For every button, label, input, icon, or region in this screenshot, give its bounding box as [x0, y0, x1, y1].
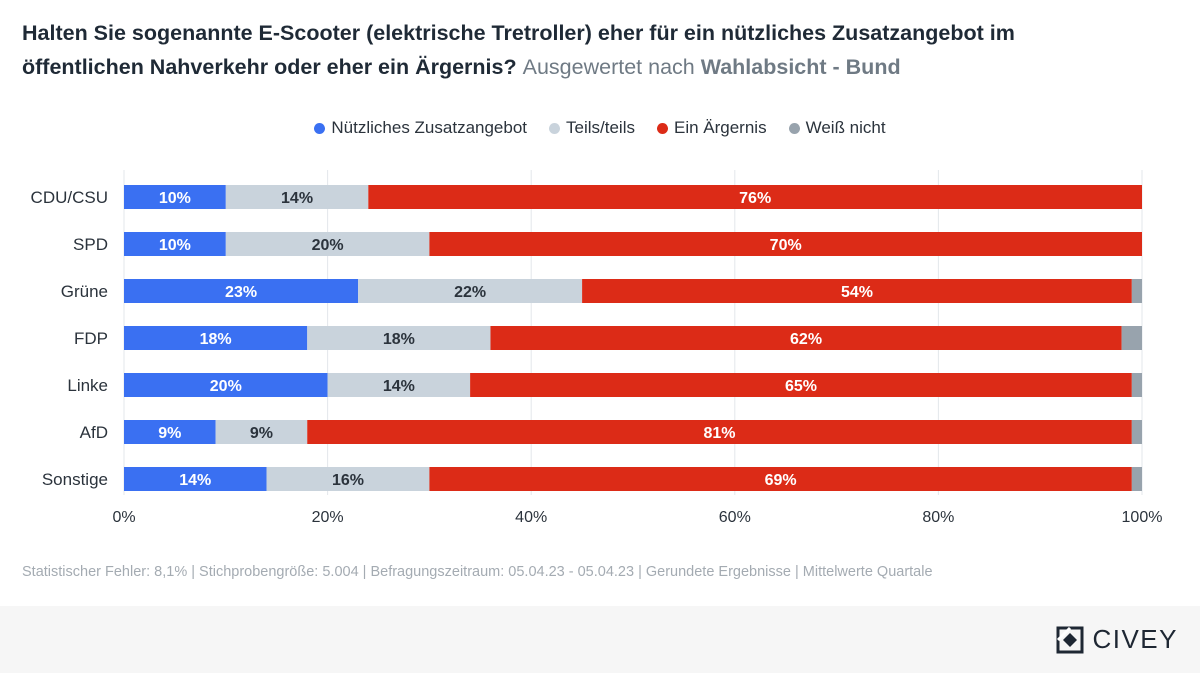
data-label: 18%	[383, 331, 415, 348]
footer-note: Statistischer Fehler: 8,1% | Stichproben…	[22, 564, 933, 580]
data-label: 10%	[159, 190, 191, 207]
data-label: 20%	[210, 378, 242, 395]
legend-dot-partly	[549, 122, 561, 134]
legend-item-nuisance: Ein Ärgernis	[656, 118, 767, 138]
bar-segment-teils-teils	[266, 467, 430, 491]
x-tick-label: 0%	[112, 509, 135, 526]
data-label: 70%	[770, 237, 802, 254]
data-label: 22%	[454, 284, 486, 301]
x-tick-label: 20%	[312, 509, 344, 526]
footer-band: CIVEY	[0, 606, 1200, 673]
data-label: 18%	[200, 331, 232, 348]
title-subtitle: Ausgewertet nach Wahlabsicht - Bund	[523, 55, 901, 79]
bar-segment-teils-teils	[215, 420, 308, 444]
bar-segment-n-tzliches-zusatzangebot	[124, 326, 308, 350]
bar-segment-teils-teils	[225, 232, 430, 256]
legend-dot-dont-know	[788, 122, 800, 134]
civey-logo-text: CIVEY	[1092, 624, 1178, 654]
subtitle-bold: Wahlabsicht - Bund	[700, 55, 901, 79]
bar-segment-wei-nicht	[1131, 279, 1142, 303]
legend-item-dont-know: Weiß nicht	[788, 118, 886, 138]
data-label: 14%	[281, 190, 313, 207]
legend-label-nuisance: Ein Ärgernis	[673, 118, 767, 137]
category-label: AfD	[80, 423, 108, 442]
subtitle-prefix: Ausgewertet nach	[522, 55, 695, 79]
bar-segment-teils-teils	[358, 279, 583, 303]
civey-logo: CIVEY	[1056, 624, 1178, 655]
legend-item-partly: Teils/teils	[549, 118, 635, 138]
data-label: 20%	[312, 237, 344, 254]
bar-segment-ein-rgernis	[490, 326, 1122, 350]
bar-segment-teils-teils	[327, 373, 471, 397]
bar-segment-n-tzliches-zusatzangebot	[124, 467, 267, 491]
category-label: Sonstige	[42, 470, 108, 489]
legend-label-dont-know: Weiß nicht	[805, 118, 886, 137]
category-label: SPD	[73, 235, 108, 254]
category-label: CDU/CSU	[31, 188, 108, 207]
data-label: 14%	[383, 378, 415, 395]
bar-segment-wei-nicht	[1131, 467, 1142, 491]
bar-segment-n-tzliches-zusatzangebot	[124, 373, 328, 397]
chart-title: Halten Sie sogenannte E-Scooter (elektri…	[22, 16, 1122, 84]
data-label: 76%	[739, 190, 771, 207]
data-label: 69%	[765, 472, 797, 489]
category-label: Linke	[67, 376, 108, 395]
data-label: 62%	[790, 331, 822, 348]
bar-segment-ein-rgernis	[307, 420, 1132, 444]
legend-item-useful: Nützliches Zusatzangebot	[314, 118, 527, 138]
data-label: 9%	[250, 425, 273, 442]
x-tick-label: 100%	[1122, 509, 1163, 526]
title-question: Halten Sie sogenannte E-Scooter (elektri…	[22, 21, 1015, 79]
bar-segment-teils-teils	[225, 185, 369, 209]
x-tick-label: 80%	[922, 509, 954, 526]
bar-segment-wei-nicht	[1121, 326, 1142, 350]
x-tick-label: 60%	[719, 509, 751, 526]
bar-segment-ein-rgernis	[429, 467, 1132, 491]
data-label: 81%	[704, 425, 736, 442]
bar-segment-wei-nicht	[1131, 420, 1142, 444]
data-label: 16%	[332, 472, 364, 489]
data-label: 9%	[158, 425, 181, 442]
legend-dot-nuisance	[656, 122, 668, 134]
bar-segment-wei-nicht	[1131, 373, 1142, 397]
bar-segment-n-tzliches-zusatzangebot	[124, 232, 226, 256]
legend-label-useful: Nützliches Zusatzangebot	[331, 118, 528, 137]
stacked-bar-chart: 0% 20% 40% 60% 80% 100% CDU/CSU 10% 14% 76% SPD 10%…	[31, 170, 1163, 526]
bar-segment-n-tzliches-zusatzangebot	[124, 185, 226, 209]
data-label: 14%	[179, 472, 211, 489]
data-label: 23%	[225, 284, 257, 301]
legend-dot-useful	[314, 122, 326, 134]
bar-segment-ein-rgernis	[470, 373, 1132, 397]
data-label: 10%	[159, 237, 191, 254]
legend-label-partly: Teils/teils	[566, 118, 635, 137]
bar-segment-ein-rgernis	[582, 279, 1132, 303]
bar-segment-n-tzliches-zusatzangebot	[124, 279, 359, 303]
civey-logo-icon	[1056, 626, 1084, 653]
bar-segment-ein-rgernis	[368, 185, 1142, 209]
data-label: 54%	[841, 284, 873, 301]
bar-segment-teils-teils	[307, 326, 491, 350]
bar-segment-n-tzliches-zusatzangebot	[124, 420, 216, 444]
category-label: Grüne	[61, 282, 108, 301]
chart-legend: Nützliches Zusatzangebot Teils/teils Ein…	[0, 118, 1200, 138]
data-label: 65%	[785, 378, 817, 395]
bar-segment-ein-rgernis	[429, 232, 1142, 256]
category-label: FDP	[74, 329, 108, 348]
x-tick-label: 40%	[515, 509, 547, 526]
